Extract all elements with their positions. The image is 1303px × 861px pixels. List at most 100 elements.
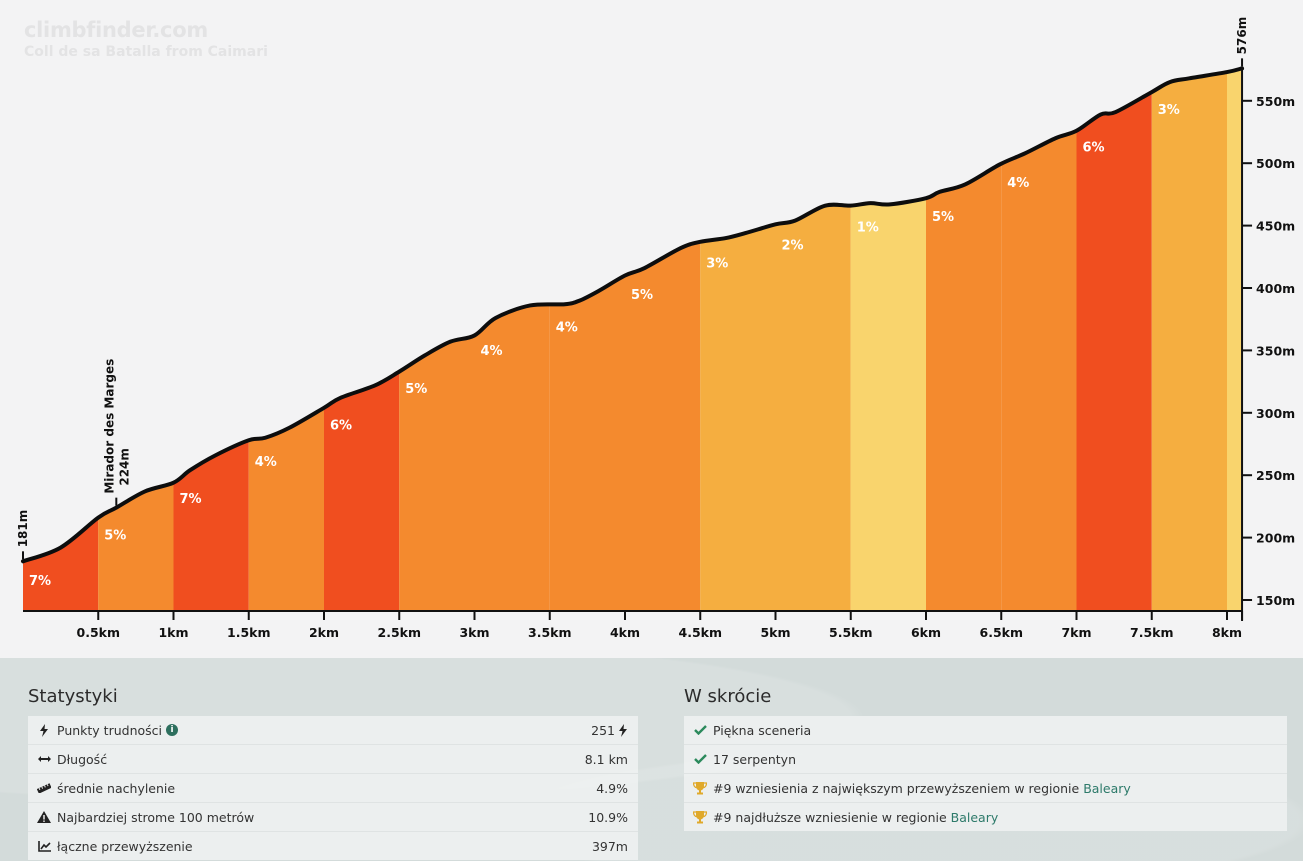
grade-label: 7% [180,492,202,507]
grade-label: 4% [481,344,503,359]
elevation-chart: climbfinder.com Coll de sa Batalla from … [16,16,1296,640]
summary-text: #9 najdłuższe wzniesienie w regionie Bal… [713,810,998,825]
gradient-segment [324,68,400,611]
grade-label: 6% [1083,141,1105,156]
summary-text-main: #9 najdłuższe wzniesienie w regionie [713,809,951,825]
stat-value-text: 251 [591,722,615,738]
gradient-segment [850,68,926,611]
x-tick-label: 7.5km [1130,625,1173,640]
x-tick-label: 2km [309,625,339,640]
x-tick-label: 1km [158,625,188,640]
annotation-elevation: 224m [117,448,131,486]
summary-text: Piękna sceneria [713,722,812,738]
summary-item: 17 serpentyn [684,745,1287,774]
gradient-segment [1151,68,1227,611]
summary-title: W skrócie [684,686,772,707]
x-tick-label: 8km [1212,625,1242,640]
grade-label: 5% [104,529,126,544]
grade-label: 4% [556,320,578,335]
trophy-icon [692,810,708,824]
grade-label: 5% [631,288,653,303]
grade-label: 2% [782,239,804,254]
summary-item: #9 najdłuższe wzniesienie w regionie Bal… [684,803,1287,831]
stat-label: średnie nachylenie [57,780,176,796]
annotation-label: 576m [1235,17,1249,55]
trophy-icon [692,781,708,795]
ruler-icon [36,783,52,793]
y-tick-label: 350m [1256,343,1295,358]
x-tick-label: 6km [911,625,941,640]
region-link[interactable]: Baleary [1083,780,1131,796]
y-tick-label: 250m [1256,468,1295,483]
x-tick-label: 4.5km [679,625,722,640]
x-tick-label: 4km [610,625,640,640]
gradient-segment [926,68,1002,611]
y-tick-label: 300m [1256,406,1295,421]
check-icon [692,725,708,735]
stat-row-elevation-gain: łączne przewyższenie 397m [28,832,638,860]
stat-row-steepest: Najbardziej strome 100 metrów 10.9% [28,803,638,832]
gradient-segment [1076,68,1152,611]
y-tick-label: 450m [1256,219,1295,234]
stat-row-difficulty: Punkty trudności i 251 [28,716,638,745]
grade-label: 4% [255,455,277,470]
watermark-brand: climbfinder.com [24,18,208,42]
arrows-horizontal-icon [36,755,52,763]
summary-text: 17 serpentyn [713,751,796,767]
annotation: 181m [16,510,30,548]
y-tick-label: 400m [1256,281,1295,296]
warning-icon [36,811,52,823]
x-tick-label: 7km [1061,625,1091,640]
x-tick-label: 5.5km [829,625,872,640]
y-tick-label: 500m [1256,156,1295,171]
x-tick-label: 5km [760,625,790,640]
region-link[interactable]: Baleary [950,809,999,825]
y-tick-label: 200m [1256,531,1295,546]
grade-label: 5% [932,210,954,225]
x-tick-label: 1.5km [227,625,270,640]
gradient-segment [1001,68,1077,611]
gradient-segment [248,68,324,611]
watermark-climb-name: Coll de sa Batalla from Caimari [24,44,268,60]
x-tick-label: 2.5km [378,625,421,640]
stat-value: 251 [591,723,628,738]
stat-row-length: Długość 8.1 km [28,745,638,774]
grade-label: 3% [706,257,728,272]
chart-line-icon [36,840,52,852]
annotation-label: 181m [16,510,30,548]
info-section: Statystyki Punkty trudności i 251 Długoś… [0,658,1303,861]
gradient-segments [23,68,1243,611]
x-tick-label: 3.5km [528,625,571,640]
gradient-segment [399,68,475,611]
grade-label: 1% [857,220,879,235]
stat-value: 4.9% [596,780,628,796]
gradient-segment [173,68,249,611]
x-tick-label: 6.5km [980,625,1023,640]
stat-label: łączne przewyższenie [57,838,193,854]
gradient-segment [1227,68,1243,611]
summary-text-main: #9 wzniesienia z największym przewyższen… [713,780,1084,796]
check-icon [692,754,708,764]
grade-label: 7% [29,574,51,589]
info-icon[interactable]: i [166,724,178,736]
x-tick-label: 0.5km [77,625,120,640]
profile-line [21,66,1245,564]
stats-list: Punkty trudności i 251 Długość 8.1 km śr… [28,716,638,860]
gradient-segment [700,68,776,611]
gradient-segment [775,68,851,611]
bolt-icon [619,723,627,737]
annotation: 576m [1235,17,1249,55]
stat-value: 10.9% [588,809,628,825]
grade-label: 6% [330,418,352,433]
y-tick-label: 150m [1256,593,1295,608]
annotation-label: Mirador des Marges [102,359,116,494]
gradient-segment [98,68,174,611]
gradient-segment [625,68,701,611]
stat-label: Punkty trudności [57,722,162,738]
stat-label: Najbardziej strome 100 metrów [57,809,255,825]
stat-value: 397m [591,838,628,854]
summary-item: Piękna sceneria [684,716,1287,745]
x-tick-label: 3km [459,625,489,640]
annotation: Mirador des Marges 224m [102,359,131,494]
grade-label: 5% [405,382,427,397]
